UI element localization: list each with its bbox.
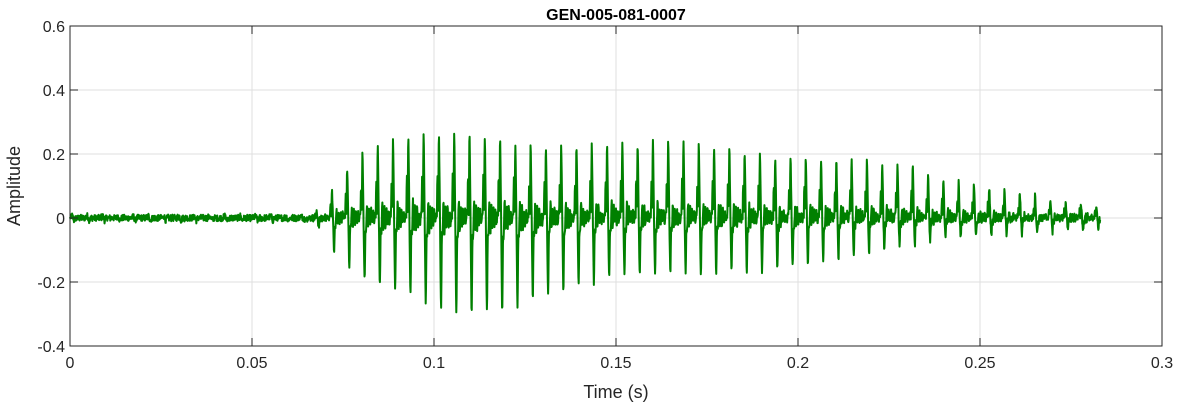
- x-tick-label: 0.05: [236, 355, 267, 372]
- x-axis-ticks: 0 0.05 0.1 0.15 0.2 0.25 0.3: [66, 26, 1173, 372]
- y-tick-label: 0.4: [43, 83, 65, 100]
- y-tick-label: 0: [56, 211, 65, 228]
- x-tick-label: 0.3: [1151, 355, 1173, 372]
- y-tick-label: -0.2: [37, 275, 65, 292]
- chart-title: GEN-005-081-0007: [546, 7, 686, 24]
- x-tick-label: 0.15: [600, 355, 631, 372]
- x-axis-label: Time (s): [583, 382, 648, 402]
- y-axis-label: Amplitude: [4, 146, 24, 226]
- x-tick-label: 0.1: [423, 355, 445, 372]
- waveform-line: [69, 132, 1102, 314]
- y-axis-ticks: -0.4 -0.2 0 0.2 0.4 0.6: [37, 19, 1162, 356]
- y-tick-label: 0.2: [43, 147, 65, 164]
- x-tick-label: 0.25: [964, 355, 995, 372]
- y-tick-label: -0.4: [37, 339, 65, 356]
- x-tick-label: 0.2: [787, 355, 809, 372]
- x-tick-label: 0: [66, 355, 75, 372]
- y-tick-label: 0.6: [43, 19, 65, 36]
